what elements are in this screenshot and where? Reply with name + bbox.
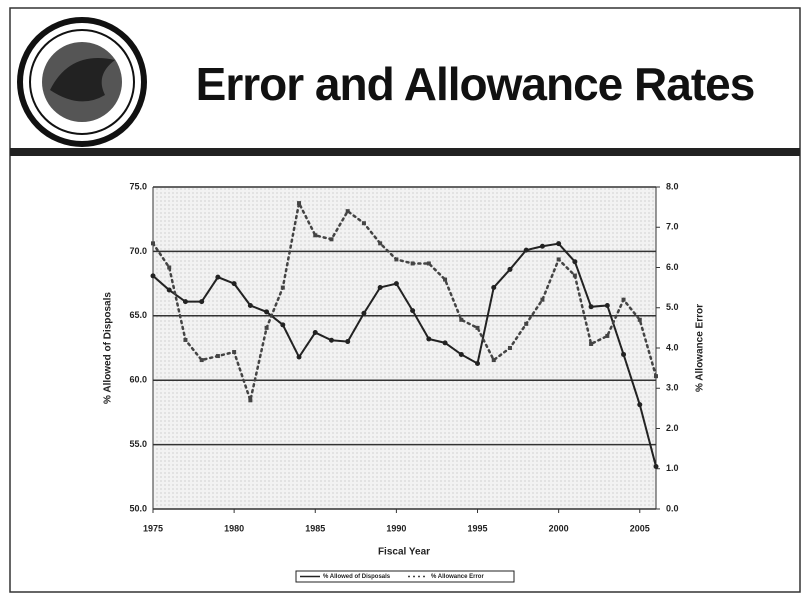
point: [247, 302, 253, 308]
y2-tick-label: 2.0: [666, 423, 679, 433]
point: [410, 308, 416, 314]
y-tick-label: 55.0: [129, 439, 147, 449]
y-tick-label: 65.0: [129, 310, 147, 320]
point: [328, 337, 334, 343]
point: [167, 265, 172, 270]
point: [637, 317, 642, 322]
point: [588, 304, 594, 310]
x-tick-label: 1995: [468, 523, 488, 533]
y-tick-label: 75.0: [129, 181, 147, 191]
point: [280, 322, 286, 328]
point: [280, 285, 285, 290]
point: [377, 284, 383, 290]
logo: [17, 17, 147, 147]
point: [604, 302, 610, 308]
legend-label: % Allowance Error: [431, 574, 484, 580]
point: [183, 337, 188, 342]
legend-label: % Allowed of Disposals: [323, 574, 391, 580]
y-axis-label: % Allowed of Disposals: [103, 292, 114, 404]
point: [572, 273, 577, 278]
point: [491, 358, 496, 363]
point: [361, 221, 366, 226]
point: [313, 233, 318, 238]
y2-tick-label: 8.0: [666, 181, 679, 191]
point: [393, 281, 399, 287]
y-tick-label: 60.0: [129, 375, 147, 385]
point: [539, 243, 545, 249]
point: [215, 274, 221, 280]
point: [361, 310, 367, 316]
point: [312, 330, 318, 336]
point: [150, 273, 156, 279]
y2-tick-label: 3.0: [666, 383, 679, 393]
y2-tick-label: 6.0: [666, 262, 679, 272]
point: [232, 350, 237, 355]
point: [475, 325, 480, 330]
point: [199, 299, 205, 305]
point: [296, 354, 302, 360]
point: [410, 261, 415, 266]
y-tick-label: 70.0: [129, 246, 147, 256]
point: [199, 358, 204, 363]
x-tick-label: 1975: [143, 523, 163, 533]
point: [264, 309, 270, 315]
point: [556, 241, 562, 247]
point: [297, 201, 302, 206]
point: [248, 398, 253, 403]
y2-axis-label: % Allowance Error: [695, 304, 706, 392]
x-tick-label: 2005: [630, 523, 650, 533]
point: [458, 351, 464, 357]
point: [231, 281, 237, 287]
point: [654, 374, 658, 379]
point: [215, 354, 220, 359]
x-tick-label: 2000: [549, 523, 569, 533]
y2-tick-label: 1.0: [666, 463, 679, 473]
y2-tick-label: 0.0: [666, 503, 679, 513]
series-line: [152, 242, 657, 468]
point: [151, 241, 155, 246]
point: [621, 297, 626, 302]
point: [264, 325, 269, 330]
slide-title: Error and Allowance Rates: [196, 58, 755, 110]
point: [621, 351, 627, 357]
point: [637, 402, 643, 408]
point: [182, 299, 188, 305]
point: [540, 297, 545, 302]
point: [507, 266, 513, 272]
point: [426, 261, 431, 266]
point: [589, 341, 594, 346]
point: [345, 339, 351, 345]
y-tick-label: 50.0: [129, 503, 147, 513]
point: [442, 340, 448, 346]
point: [378, 241, 383, 246]
x-axis-label: Fiscal Year: [378, 547, 430, 558]
legend: [295, 570, 515, 583]
point: [556, 257, 561, 262]
point: [507, 346, 512, 350]
point: [443, 277, 448, 282]
y2-tick-label: 5.0: [666, 302, 679, 312]
point: [523, 247, 529, 253]
point: [345, 209, 350, 214]
y2-tick-label: 4.0: [666, 342, 679, 352]
x-tick-label: 1990: [386, 523, 406, 533]
plot-area: [153, 187, 656, 509]
point: [166, 287, 172, 293]
point: [475, 360, 481, 366]
series-line: [151, 199, 658, 405]
point: [653, 463, 659, 469]
point: [605, 333, 610, 338]
x-tick-label: 1985: [305, 523, 325, 533]
point: [491, 284, 497, 290]
point: [394, 257, 399, 262]
point: [459, 317, 464, 322]
y2-tick-label: 7.0: [666, 222, 679, 232]
x-tick-label: 1980: [224, 523, 244, 533]
point: [524, 321, 529, 326]
point: [426, 336, 432, 342]
title-bar: [10, 148, 800, 156]
point: [572, 259, 578, 265]
point: [329, 237, 334, 242]
